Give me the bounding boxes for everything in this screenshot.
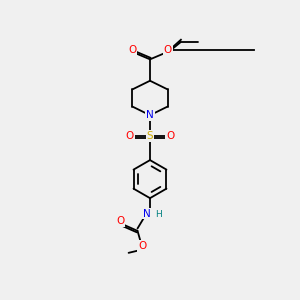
Text: O: O — [128, 45, 136, 56]
Text: H: H — [155, 210, 162, 219]
Text: S: S — [147, 131, 153, 141]
Text: O: O — [138, 241, 146, 251]
Text: N: N — [146, 110, 154, 120]
Text: N: N — [143, 208, 151, 219]
Text: O: O — [116, 216, 124, 226]
Text: O: O — [126, 131, 134, 141]
Text: O: O — [164, 45, 172, 56]
Text: O: O — [166, 131, 174, 141]
